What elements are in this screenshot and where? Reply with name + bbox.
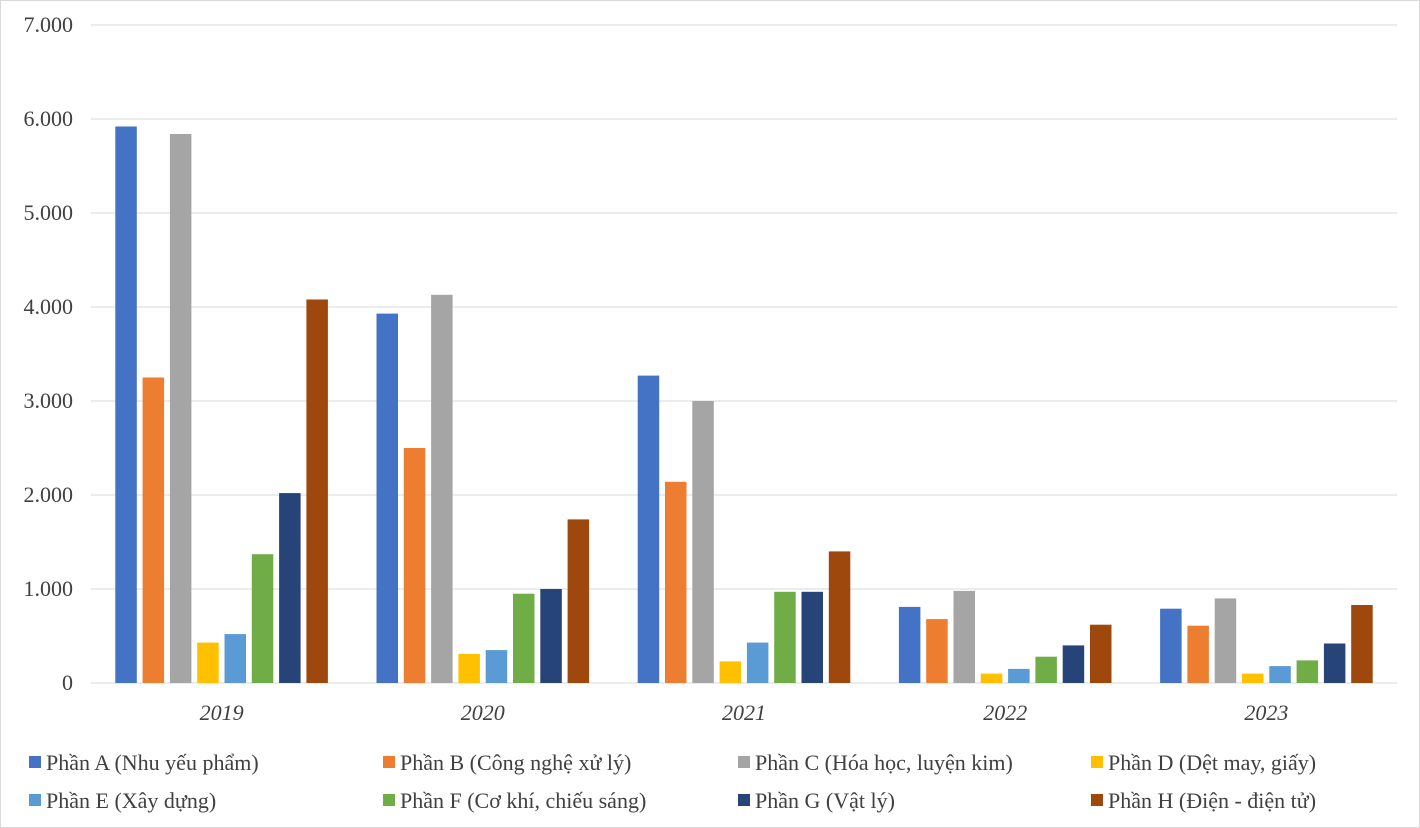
legend-swatch xyxy=(1091,756,1103,768)
x-category-label: 2019 xyxy=(200,700,244,725)
bar-2019-series-7 xyxy=(279,493,301,683)
bar-2020-series-7 xyxy=(540,589,562,683)
legend-swatch xyxy=(29,756,41,768)
legend-label: Phần G (Vật lý) xyxy=(755,788,895,813)
bar-2019-series-5 xyxy=(224,634,246,683)
legend-swatch xyxy=(383,794,395,806)
bar-2019-series-8 xyxy=(306,299,328,683)
bar-2023-series-4 xyxy=(1242,673,1264,683)
y-tick-label: 2.000 xyxy=(24,482,74,507)
bar-2022-series-3 xyxy=(953,590,975,683)
bar-2023-series-1 xyxy=(1160,608,1182,683)
bar-2019-series-1 xyxy=(115,126,137,683)
y-tick-label: 7.000 xyxy=(24,12,74,37)
legend-swatch xyxy=(383,756,395,768)
x-axis-categories: 2019 2020 2021 2022 2023 xyxy=(200,700,1289,725)
bars xyxy=(115,126,1373,683)
bar-2021-series-2 xyxy=(665,481,687,683)
bar-2019-series-4 xyxy=(197,642,219,683)
x-category-label: 2022 xyxy=(983,700,1027,725)
legend-swatch xyxy=(738,756,750,768)
y-tick-label: 3.000 xyxy=(24,388,74,413)
legend: Phần A (Nhu yếu phẩm) Phần B (Công nghệ x… xyxy=(29,750,1316,813)
bar-2020-series-3 xyxy=(431,294,453,683)
y-axis-ticks: 0 1.000 2.000 3.000 4.000 5.000 6.000 7.000 xyxy=(24,12,74,695)
legend-label: Phần D (Dệt may, giấy) xyxy=(1108,750,1316,775)
legend-label: Phần A (Nhu yếu phẩm) xyxy=(46,750,259,775)
x-category-label: 2023 xyxy=(1244,700,1288,725)
y-tick-label: 0 xyxy=(62,670,73,695)
legend-label: Phần F (Cơ khí, chiếu sáng) xyxy=(400,788,646,813)
bar-2022-series-8 xyxy=(1090,624,1112,683)
bar-2020-series-6 xyxy=(513,593,535,683)
bar-2023-series-7 xyxy=(1323,643,1346,683)
y-tick-label: 4.000 xyxy=(24,294,74,319)
bar-2022-series-6 xyxy=(1035,656,1057,683)
bar-2020-series-1 xyxy=(376,313,398,683)
y-tick-label: 1.000 xyxy=(24,576,74,601)
legend-swatch xyxy=(738,794,750,806)
legend-label: Phần B (Công nghệ xử lý) xyxy=(400,750,631,775)
bar-2023-series-3 xyxy=(1214,598,1237,683)
bar-2020-series-4 xyxy=(458,653,480,683)
legend-label: Phần C (Hóa học, luyện kim) xyxy=(755,750,1013,775)
bar-2021-series-4 xyxy=(719,661,742,683)
bar-2020-series-8 xyxy=(567,519,590,683)
bar-2023-series-8 xyxy=(1351,605,1373,683)
bar-2021-series-8 xyxy=(828,551,851,683)
bar-2021-series-5 xyxy=(746,642,769,683)
y-tick-label: 5.000 xyxy=(24,200,74,225)
bar-2020-series-2 xyxy=(403,448,426,683)
bar-2021-series-7 xyxy=(801,591,823,683)
bar-2019-series-3 xyxy=(169,134,192,683)
bar-2019-series-2 xyxy=(142,377,165,683)
bar-2022-series-7 xyxy=(1062,645,1085,683)
bar-2023-series-5 xyxy=(1269,666,1291,683)
bar-2021-series-3 xyxy=(692,401,714,683)
bar-2023-series-2 xyxy=(1187,625,1209,683)
x-category-label: 2020 xyxy=(461,700,505,725)
bar-2021-series-6 xyxy=(774,591,796,683)
legend-label: Phần H (Điện - điện tử) xyxy=(1108,788,1316,813)
bar-2021-series-1 xyxy=(637,375,660,683)
bar-2023-series-6 xyxy=(1296,660,1319,683)
legend-swatch xyxy=(29,794,41,806)
x-category-label: 2021 xyxy=(722,700,766,725)
legend-swatch xyxy=(1091,794,1103,806)
bar-2022-series-2 xyxy=(926,619,948,683)
bar-2022-series-4 xyxy=(980,673,1003,683)
bar-2022-series-5 xyxy=(1008,668,1030,683)
y-tick-label: 6.000 xyxy=(24,106,74,131)
bar-2019-series-6 xyxy=(251,554,274,683)
bar-2022-series-1 xyxy=(898,606,921,683)
legend-label: Phần E (Xây dựng) xyxy=(46,788,216,813)
bar-2020-series-5 xyxy=(485,650,508,683)
